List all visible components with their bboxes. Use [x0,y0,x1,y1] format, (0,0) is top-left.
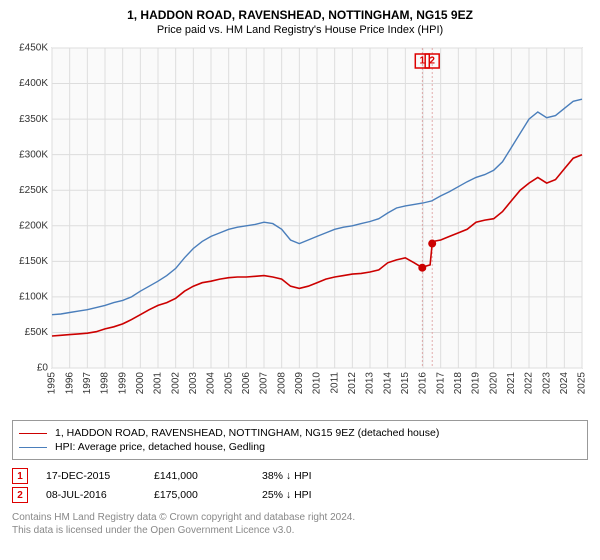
transaction-id-box: 2 [12,487,28,503]
svg-text:2017: 2017 [435,372,446,395]
attribution-line: Contains HM Land Registry data © Crown c… [12,511,588,524]
svg-text:2020: 2020 [488,372,499,395]
svg-text:£50K: £50K [25,327,49,338]
svg-text:£0: £0 [37,363,49,374]
svg-text:2025: 2025 [577,372,588,395]
chart-area: £0 £50K £100K £150K £200K £250K £300K £350K £400… [12,42,588,412]
svg-text:£250K: £250K [19,185,48,196]
svg-text:2000: 2000 [135,372,146,395]
legend-swatch [19,447,47,448]
legend-swatch [19,433,47,434]
svg-text:2007: 2007 [259,372,270,395]
svg-text:1996: 1996 [64,372,75,395]
svg-text:1999: 1999 [117,372,128,395]
transaction-price: £175,000 [154,489,244,501]
marker [428,240,436,248]
svg-text:£150K: £150K [19,256,48,267]
transaction-date: 08-JUL-2016 [46,489,136,501]
svg-text:2005: 2005 [223,372,234,395]
attribution: Contains HM Land Registry data © Crown c… [12,511,588,537]
transaction-price: £141,000 [154,470,244,482]
svg-text:£450K: £450K [19,43,48,54]
svg-text:1998: 1998 [100,372,111,395]
svg-text:2018: 2018 [453,372,464,395]
transaction-date: 17-DEC-2015 [46,470,136,482]
transaction-diff: 38% ↓ HPI [262,470,352,482]
svg-text:2022: 2022 [524,372,535,395]
legend: 1, HADDON ROAD, RAVENSHEAD, NOTTINGHAM, … [12,420,588,460]
svg-text:2010: 2010 [312,372,323,395]
svg-text:2019: 2019 [471,372,482,395]
svg-text:2011: 2011 [329,372,340,394]
svg-text:2006: 2006 [241,372,252,395]
svg-text:2021: 2021 [506,372,517,395]
svg-text:£100K: £100K [19,292,48,303]
svg-text:2015: 2015 [400,372,411,395]
transaction-row: 2 08-JUL-2016 £175,000 25% ↓ HPI [12,487,588,503]
svg-text:2004: 2004 [206,372,217,395]
svg-text:2013: 2013 [365,372,376,395]
svg-text:2003: 2003 [188,372,199,395]
svg-text:£300K: £300K [19,149,48,160]
svg-text:£350K: £350K [19,114,48,125]
attribution-line: This data is licensed under the Open Gov… [12,524,588,537]
svg-text:2002: 2002 [170,372,181,395]
svg-text:2: 2 [429,56,435,67]
svg-text:£200K: £200K [19,220,48,231]
svg-text:2014: 2014 [382,372,393,395]
chart-subtitle: Price paid vs. HM Land Registry's House … [12,24,588,36]
svg-text:2012: 2012 [347,372,358,395]
legend-label: HPI: Average price, detached house, Gedl… [55,441,265,453]
marker [418,264,426,272]
svg-text:2001: 2001 [153,372,164,395]
legend-row: HPI: Average price, detached house, Gedl… [19,441,581,453]
svg-text:2009: 2009 [294,372,305,395]
transaction-row: 1 17-DEC-2015 £141,000 38% ↓ HPI [12,468,588,484]
svg-text:£400K: £400K [19,78,48,89]
chart-title: 1, HADDON ROAD, RAVENSHEAD, NOTTINGHAM, … [12,8,588,22]
chart-svg: £0 £50K £100K £150K £200K £250K £300K £350K £400… [12,42,588,412]
legend-row: 1, HADDON ROAD, RAVENSHEAD, NOTTINGHAM, … [19,427,581,439]
svg-text:2024: 2024 [559,372,570,395]
svg-text:1997: 1997 [82,372,93,395]
svg-text:2016: 2016 [418,372,429,395]
svg-text:2008: 2008 [276,372,287,395]
svg-text:2023: 2023 [541,372,552,395]
legend-label: 1, HADDON ROAD, RAVENSHEAD, NOTTINGHAM, … [55,427,439,439]
transaction-table: 1 17-DEC-2015 £141,000 38% ↓ HPI 2 08-JUL-201… [12,468,588,503]
transaction-id-box: 1 [12,468,28,484]
svg-text:1995: 1995 [47,372,58,395]
transaction-diff: 25% ↓ HPI [262,489,352,501]
